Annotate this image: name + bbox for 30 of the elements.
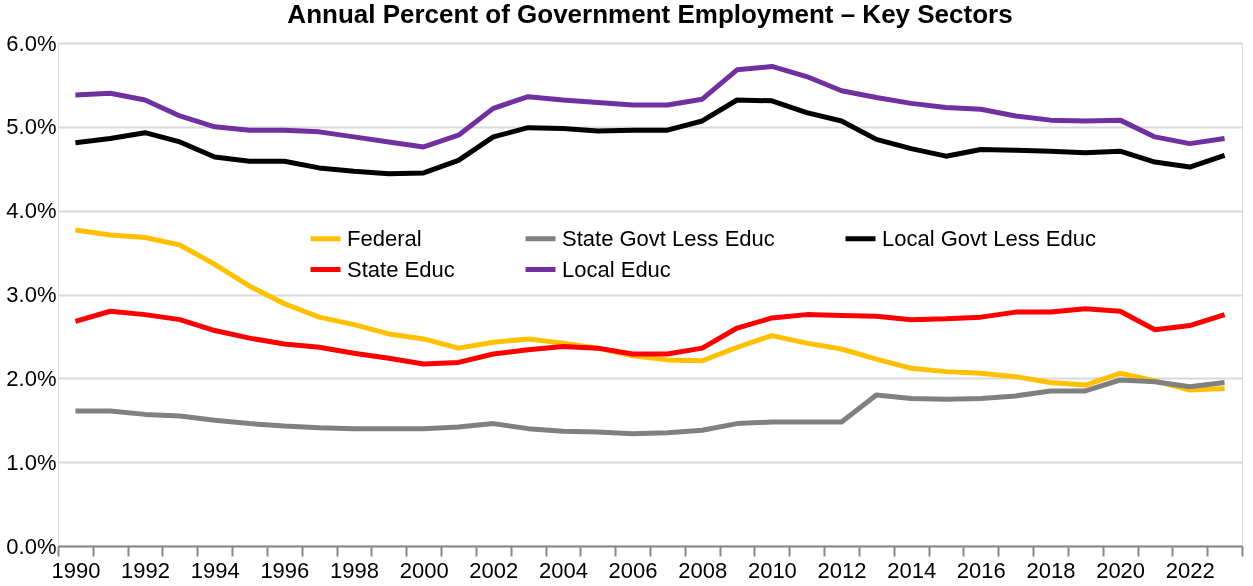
y-tick-label: 6.0%	[6, 30, 57, 56]
legend-label: Local Govt Less Educ	[882, 225, 1097, 251]
x-tick-label: 2008	[678, 557, 728, 583]
chart-title: Annual Percent of Government Employment – Key Sectors	[287, 0, 1013, 29]
legend-label: State Govt Less Educ	[562, 225, 775, 251]
legend-label: Local Educ	[562, 256, 671, 282]
x-tick-label: 2004	[538, 557, 588, 583]
x-tick-label: 2012	[817, 557, 867, 583]
legend-label: Federal	[347, 225, 422, 251]
y-tick-label: 0.0%	[6, 533, 57, 559]
x-tick-label: 2016	[956, 557, 1006, 583]
y-tick-label: 5.0%	[6, 114, 57, 140]
y-tick-label: 2.0%	[6, 365, 57, 391]
x-tick-label: 2006	[608, 557, 658, 583]
x-tick-label: 2002	[469, 557, 519, 583]
x-tick-label: 1994	[190, 557, 240, 583]
x-tick-label: 1990	[51, 557, 101, 583]
x-tick-label: 2022	[1165, 557, 1215, 583]
x-tick-label: 2018	[1026, 557, 1076, 583]
x-tick-label: 1998	[330, 557, 379, 583]
y-tick-label: 4.0%	[6, 198, 57, 224]
x-tick-label: 2010	[747, 557, 797, 583]
y-tick-label: 3.0%	[6, 282, 57, 307]
x-tick-label: 1992	[121, 557, 171, 583]
legend-label: State Educ	[347, 256, 455, 282]
x-tick-label: 2014	[887, 557, 937, 583]
y-tick-label: 1.0%	[6, 449, 57, 475]
x-tick-label: 1996	[260, 557, 310, 583]
x-tick-label: 2000	[399, 557, 449, 583]
x-tick-label: 2020	[1096, 557, 1146, 583]
